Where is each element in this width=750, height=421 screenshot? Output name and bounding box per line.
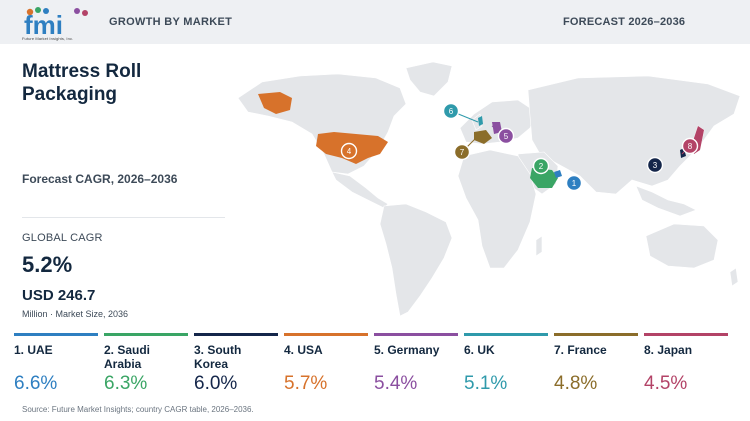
map-pin [340, 142, 358, 160]
country-name: 6. UK [464, 343, 495, 357]
page-title: Mattress Roll Packaging [22, 61, 142, 105]
map-pin [565, 174, 583, 192]
country-cagr-value: 6.6% [14, 373, 58, 394]
map-pin [453, 143, 471, 161]
map-pin-label: 7 [460, 148, 465, 157]
logo-tagline: Future Market Insights, Inc. [22, 36, 74, 41]
country-name: 2. Saudi Arabia [104, 343, 151, 371]
map-pin-label: 6 [449, 107, 454, 116]
global-cagr-value: 5.2% [22, 252, 73, 277]
country-column: 1. UAE 6.6% [14, 333, 98, 395]
country-color-bar [644, 333, 728, 336]
country-column: 7. France 4.8% [554, 333, 638, 395]
country-shape-france [474, 130, 492, 144]
global-cagr-label: GLOBAL CAGR [22, 232, 103, 244]
country-shape-usa [316, 132, 388, 164]
map-pins: 1 2 3 4 5 6 7 8 [340, 102, 699, 192]
country-column: 8. Japan 4.5% [644, 333, 728, 395]
country-column: 6. UK 5.1% [464, 333, 548, 395]
world-map: 1 2 3 4 5 6 7 8 [237, 61, 741, 317]
country-shape-uae [554, 170, 562, 178]
svg-text:fmi: fmi [24, 10, 63, 40]
country-cagr-value: 4.8% [554, 373, 598, 394]
country-color-bar [554, 333, 638, 336]
country-color-bar [194, 333, 278, 336]
southeast-asia [635, 185, 697, 217]
country-shape-alaska [258, 92, 292, 114]
country-cagr-value: 4.5% [644, 373, 688, 394]
country-cagr-value: 5.4% [374, 373, 418, 394]
country-color-bar [374, 333, 458, 336]
cagr-period-label: Forecast CAGR, 2026–2036 [22, 172, 178, 186]
map-landmasses [237, 61, 741, 317]
map-pin [646, 156, 664, 174]
country-cagr-value: 5.7% [284, 373, 328, 394]
country-shape-uk [478, 116, 483, 126]
map-pin-label: 5 [504, 132, 509, 141]
highlighted-countries [258, 92, 704, 188]
market-size-note: Million · Market Size, 2036 [22, 309, 129, 319]
market-size-value: USD 246.7 [22, 287, 96, 304]
country-name: 3. South Korea [194, 343, 242, 371]
australia [645, 223, 719, 269]
country-column: 3. South Korea 6.0% [194, 333, 278, 395]
country-color-bar [14, 333, 98, 336]
map-pin [497, 127, 515, 145]
map-pin-label: 2 [539, 162, 544, 171]
country-cagr-value: 5.1% [464, 373, 508, 394]
greenland [405, 61, 453, 97]
map-pin-label: 3 [653, 161, 658, 170]
south-america [379, 203, 453, 317]
forecast-label: FORECAST 2026–2036 [563, 16, 686, 28]
map-pin [442, 102, 460, 120]
country-column: 5. Germany 5.4% [374, 333, 458, 395]
north-america [237, 73, 407, 175]
country-color-bar [464, 333, 548, 336]
country-name: 5. Germany [374, 343, 440, 357]
country-color-bar [104, 333, 188, 336]
country-name: 7. France [554, 343, 607, 357]
country-name: 4. USA [284, 343, 323, 357]
new-zealand [729, 267, 739, 287]
section-label: GROWTH BY MARKET [109, 16, 233, 28]
source-note: Source: Future Market Insights; country … [22, 405, 254, 414]
country-name: 8. Japan [644, 343, 693, 357]
central-america [331, 171, 389, 209]
map-pin-label: 1 [572, 179, 577, 188]
country-column: 2. Saudi Arabia 6.3% [104, 333, 188, 395]
country-color-bar [284, 333, 368, 336]
header-bar: fmi Future Market Insights, Inc. GROWTH … [0, 0, 750, 44]
map-pin-label: 8 [688, 142, 693, 151]
map-pin [681, 137, 699, 155]
fmi-logo: fmi [24, 7, 88, 40]
country-column: 4. USA 5.7% [284, 333, 368, 395]
divider [22, 217, 225, 218]
map-pin [532, 157, 550, 175]
country-name: 1. UAE [14, 343, 53, 357]
map-pin-label: 4 [347, 147, 352, 156]
africa [457, 149, 537, 269]
country-cagr-value: 6.0% [194, 373, 238, 394]
country-cagr-value: 6.3% [104, 373, 148, 394]
madagascar [535, 235, 543, 257]
